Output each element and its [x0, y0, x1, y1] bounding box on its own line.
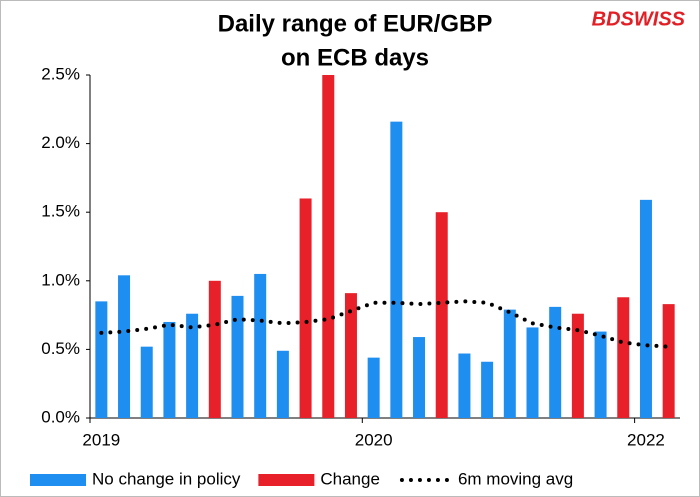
bar — [390, 121, 403, 418]
legend-symbol — [258, 474, 315, 486]
x-tick-label: 2019 — [82, 430, 120, 449]
bar — [639, 199, 652, 418]
y-tick-label: 2.5% — [41, 64, 80, 83]
legend-label: No change in policy — [92, 469, 241, 488]
bar — [254, 273, 267, 418]
bar — [549, 306, 562, 418]
bar — [118, 275, 131, 418]
bar — [163, 321, 176, 418]
legend-label: 6m moving avg — [458, 469, 573, 488]
bar — [186, 313, 199, 418]
bar — [662, 304, 675, 418]
chart-title: on ECB days — [281, 44, 429, 71]
bar — [276, 350, 289, 418]
bar — [367, 357, 380, 418]
y-tick-label: 2.0% — [41, 133, 80, 152]
moving-average-line — [99, 299, 671, 349]
bar — [413, 337, 426, 418]
brand-logo: BDSWISS — [592, 8, 686, 30]
bar — [503, 309, 516, 418]
bar — [344, 293, 357, 418]
y-tick-label: 0.5% — [41, 339, 80, 358]
legend-label: Change — [320, 469, 380, 488]
bar — [617, 297, 630, 418]
bar — [458, 353, 471, 418]
bar — [526, 327, 539, 418]
y-tick-label: 1.5% — [41, 202, 80, 221]
bar — [299, 198, 312, 418]
x-tick-label: 2020 — [355, 430, 393, 449]
bar — [571, 313, 584, 418]
bar — [481, 361, 494, 418]
y-tick-label: 1.0% — [41, 270, 80, 289]
bar — [594, 331, 607, 418]
chart-title: Daily range of EUR/GBP — [218, 10, 493, 37]
bar — [140, 346, 153, 418]
bar — [322, 75, 335, 418]
legend-symbol — [30, 474, 86, 486]
bar — [435, 212, 448, 418]
y-tick-label: 0.0% — [41, 407, 80, 426]
bar — [95, 301, 108, 418]
bar — [208, 280, 221, 418]
bar — [231, 295, 244, 418]
x-tick-label: 2022 — [627, 430, 665, 449]
